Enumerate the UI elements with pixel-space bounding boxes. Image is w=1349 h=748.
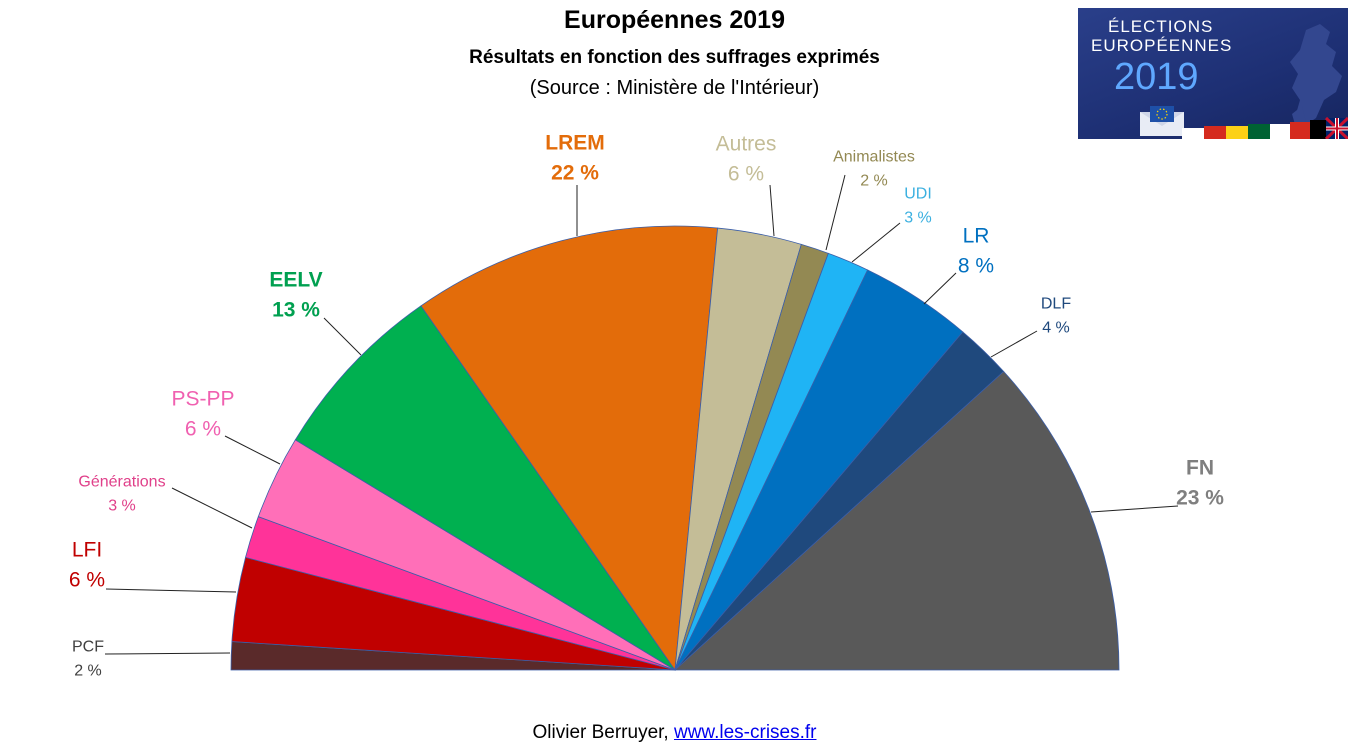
slice-value-label-lfi: 6 % bbox=[69, 568, 105, 591]
badge-year: 2019 bbox=[1114, 56, 1199, 98]
badge-line-2: EUROPÉENNES bbox=[1091, 36, 1233, 55]
leader-line-fn bbox=[1090, 505, 1179, 513]
chart-source: (Source : Ministère de l'Intérieur) bbox=[529, 77, 820, 99]
slice-value-label-pcf: 2 % bbox=[74, 662, 102, 679]
slice-name-label-udi: UDI bbox=[904, 185, 932, 202]
slice-name-label-lrem: LREM bbox=[545, 131, 605, 154]
slice-value-label-eelv: 13 % bbox=[272, 298, 320, 321]
chart-leader-lines bbox=[104, 174, 1179, 655]
leader-line-lfi bbox=[105, 588, 237, 593]
slice-name-label-autres: Autres bbox=[716, 132, 777, 155]
leader-line-ps-pp bbox=[224, 435, 281, 465]
pie-slice-eelv bbox=[294, 305, 676, 671]
chart-subtitle: Résultats en fonction des suffrages expr… bbox=[469, 47, 880, 68]
leader-line-pcf bbox=[104, 652, 231, 655]
elections-badge-logo: ÉLECTIONS EUROPÉENNES 2019 bbox=[1078, 8, 1348, 139]
chart-labels: PCF 2 % LFI 6 % Générations 3 % PS-PP 6 % EELV 13… bbox=[69, 131, 1224, 679]
slice-value-label-autres: 6 % bbox=[728, 162, 764, 185]
leader-line-eelv bbox=[323, 317, 362, 356]
pie-slice-lrem bbox=[420, 225, 719, 672]
leader-line-udi bbox=[851, 222, 901, 263]
chart-slices bbox=[230, 225, 1120, 672]
slice-value-label-fn: 23 % bbox=[1176, 486, 1224, 509]
slice-name-label-pcf: PCF bbox=[72, 638, 104, 655]
slice-name-label-lfi: LFI bbox=[72, 538, 102, 561]
slice-name-label-animalistes: Animalistes bbox=[833, 148, 915, 165]
leader-line-dlf bbox=[990, 330, 1038, 358]
slice-value-label-animalistes: 2 % bbox=[860, 172, 888, 189]
slice-name-label-ps-pp: PS-PP bbox=[171, 387, 234, 410]
slice-name-label-dlf: DLF bbox=[1041, 295, 1071, 312]
slice-name-label-fn: FN bbox=[1186, 456, 1214, 479]
slice-value-label-ps-pp: 6 % bbox=[185, 417, 221, 440]
slice-value-label-lrem: 22 % bbox=[551, 161, 599, 184]
ballot-envelope-icon bbox=[1140, 106, 1184, 136]
footer-credit: Olivier Berruyer, www.les-crises.fr bbox=[0, 722, 1349, 744]
footer-author: Olivier Berruyer, bbox=[532, 722, 674, 743]
eu-flags-icon bbox=[1182, 116, 1348, 139]
pie-slice-fn bbox=[673, 370, 1120, 671]
footer-website-link[interactable]: www.les-crises.fr bbox=[673, 722, 817, 743]
slice-name-label-eelv: EELV bbox=[269, 268, 322, 291]
slice-value-label-udi: 3 % bbox=[904, 209, 932, 226]
slice-name-label-lr: LR bbox=[963, 224, 990, 247]
chart-title: Européennes 2019 bbox=[564, 6, 785, 34]
slice-value-label-generations: 3 % bbox=[108, 497, 136, 514]
leader-line-animalistes bbox=[825, 174, 846, 251]
leader-line-lr bbox=[923, 272, 957, 305]
slice-value-label-dlf: 4 % bbox=[1042, 319, 1070, 336]
leader-line-generations bbox=[171, 487, 253, 529]
badge-line-1: ÉLECTIONS bbox=[1108, 17, 1214, 36]
leader-line-autres bbox=[769, 184, 775, 237]
slice-name-label-generations: Générations bbox=[78, 473, 165, 490]
slice-value-label-lr: 8 % bbox=[958, 254, 994, 277]
